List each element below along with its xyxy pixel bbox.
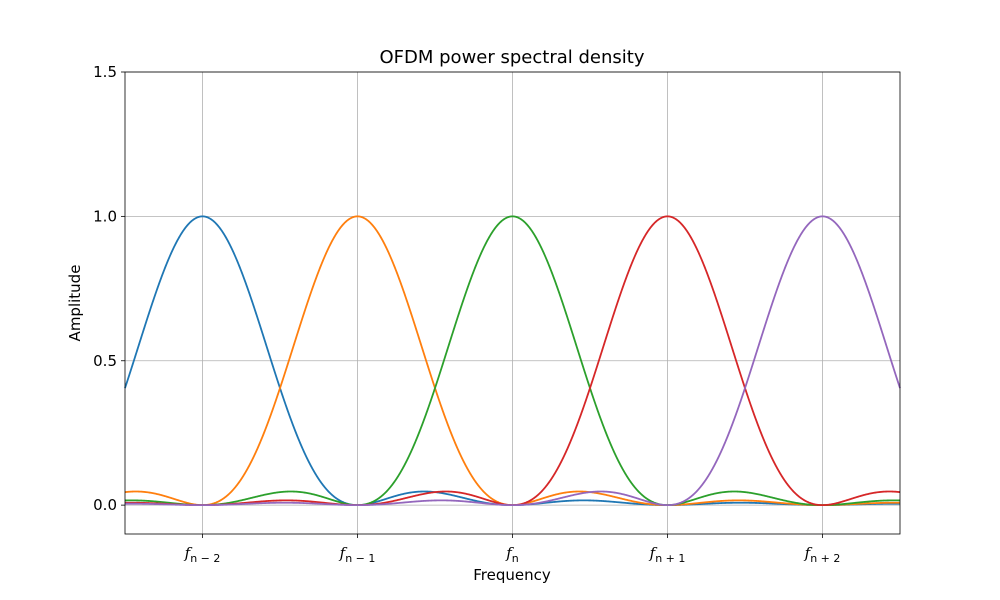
y-tick-label: 0.5 xyxy=(93,352,117,370)
grid-lines xyxy=(125,71,900,534)
x-tick-label: fn − 2 xyxy=(184,544,221,565)
x-tick-label-base: f xyxy=(505,544,514,562)
x-tick-label-subscript: n + 1 xyxy=(655,552,685,565)
x-tick-label-subscript: n + 2 xyxy=(810,552,840,565)
x-tick-label-subscript: n − 1 xyxy=(345,552,375,565)
y-axis-label: Amplitude xyxy=(66,265,84,342)
series-line-3 xyxy=(124,215,901,507)
y-ticks: 0.0 0.5 1.0 1.5 xyxy=(93,63,125,514)
x-tick-label-subscript: n xyxy=(512,552,519,565)
y-tick-label: 0.0 xyxy=(93,496,117,514)
x-tick-label-base: f xyxy=(649,544,658,562)
x-tick-label-base: f xyxy=(184,544,193,562)
y-tick-label: 1.5 xyxy=(93,63,117,81)
chart-title: OFDM power spectral density xyxy=(380,47,645,68)
series-layer xyxy=(124,215,901,507)
x-tick-label: fn + 2 xyxy=(804,544,841,565)
x-tick-label: fn − 1 xyxy=(339,544,376,565)
x-axis-label: Frequency xyxy=(473,566,551,584)
y-tick-label: 1.0 xyxy=(93,207,117,225)
x-tick-label-base: f xyxy=(339,544,348,562)
x-tick-label-subscript: n − 2 xyxy=(190,552,220,565)
series-line-5 xyxy=(125,215,901,507)
x-tick-label: fn + 1 xyxy=(649,544,686,565)
x-tick-label: fn xyxy=(505,544,519,565)
x-tick-label-base: f xyxy=(804,544,813,562)
x-ticks: fn − 2 fn − 1 fn fn + 1 fn + 2 xyxy=(184,534,841,565)
